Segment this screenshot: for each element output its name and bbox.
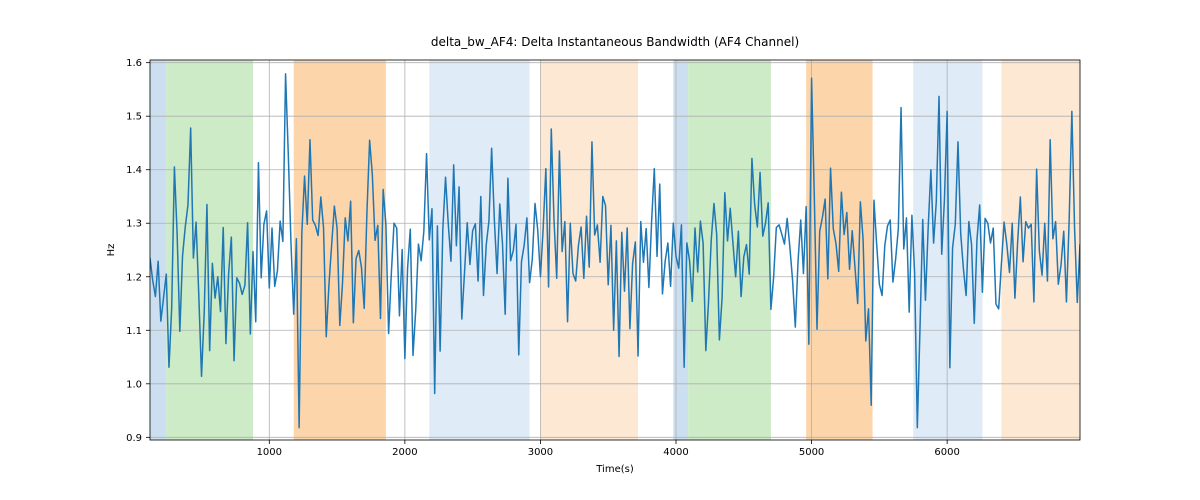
y-tick-label: 1.0 [126,379,142,390]
x-tick-label: 3000 [528,447,553,458]
y-tick-label: 1.2 [126,272,142,283]
y-axis-label: Hz [106,244,117,257]
y-tick-label: 1.3 [126,219,142,230]
y-tick-label: 1.5 [126,112,142,123]
x-tick-label: 4000 [663,447,688,458]
x-tick-label: 1000 [257,447,282,458]
span-band [688,60,771,440]
x-axis-label: Time(s) [595,464,634,475]
span-band [166,60,253,440]
span-band [150,60,166,440]
chart-container: 1000 2000 3000 4000 5000 6000 0.9 1.0 1.1 1.2 1.3 1… [0,0,1200,500]
span-band [294,60,386,440]
x-tick-label: 6000 [934,447,959,458]
y-tick-label: 1.6 [126,58,142,69]
y-tick-label: 1.1 [126,326,142,337]
x-tick-label: 2000 [392,447,417,458]
chart-title: delta_bw_AF4: Delta Instantaneous Bandwi… [431,35,799,49]
x-tick-label: 5000 [799,447,824,458]
y-tick-label: 1.4 [126,165,142,176]
chart-svg: 1000 2000 3000 4000 5000 6000 0.9 1.0 1.1 1.2 1.3 1… [0,0,1200,500]
y-tick-label: 0.9 [126,433,142,444]
